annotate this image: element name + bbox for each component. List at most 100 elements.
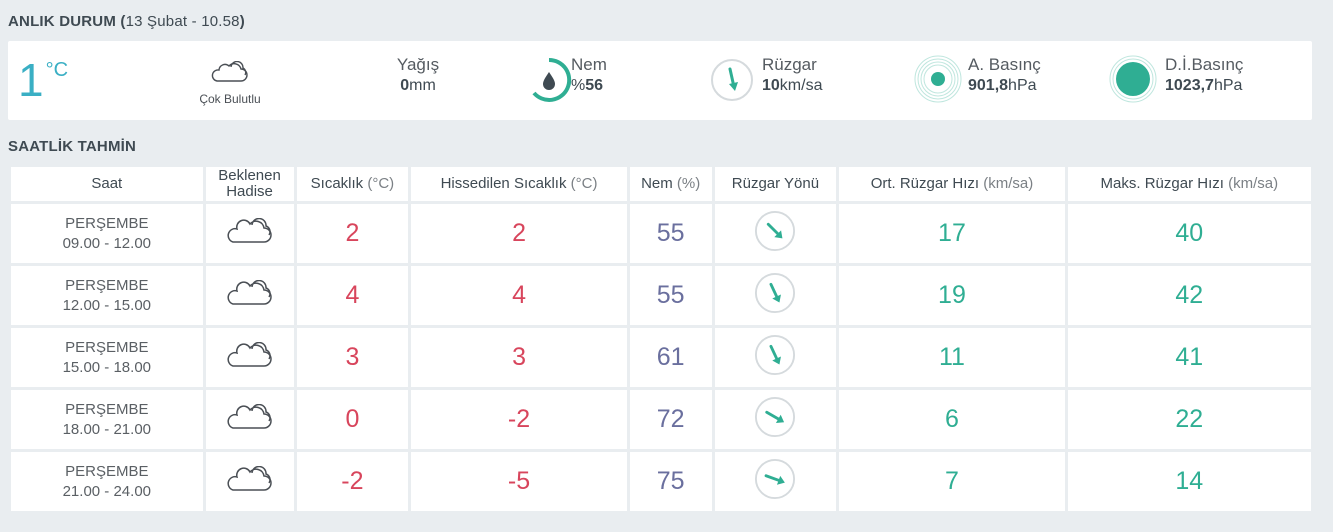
rain-stat: Yağış 0mm [388, 55, 448, 95]
cell-event [205, 390, 294, 449]
cell-event [205, 204, 294, 263]
header-feels: Hissedilen Sıcaklık (°C) [411, 167, 627, 201]
hourly-forecast-table: Saat Beklenen Hadise Sıcaklık (°C) Hisse… [8, 164, 1314, 514]
row-time: 09.00 - 12.00 [62, 234, 151, 252]
pressure-label: A. Basınç [968, 55, 1041, 74]
cell-feels: 4 [411, 266, 627, 325]
cell-time: PERŞEMBE 09.00 - 12.00 [11, 204, 203, 263]
table-row: PERŞEMBE 21.00 - 24.00 -2 -5 75 7 14 [11, 452, 1311, 511]
wind-label: Rüzgar [762, 55, 817, 74]
header-humidity: Nem (%) [629, 167, 712, 201]
row-day: PERŞEMBE [65, 462, 149, 480]
current-conditions-title: ANLIK DURUM (13 Şubat - 10.58) [8, 13, 245, 30]
cell-time: PERŞEMBE 18.00 - 21.00 [11, 390, 203, 449]
row-day: PERŞEMBE [65, 276, 149, 294]
row-time: 12.00 - 15.00 [62, 296, 151, 314]
cell-max-wind: 14 [1067, 452, 1311, 511]
cell-avg-wind: 6 [839, 390, 1065, 449]
rain-value: 0 [400, 77, 410, 94]
cell-avg-wind: 17 [839, 204, 1065, 263]
cell-event [205, 452, 294, 511]
cell-time: PERŞEMBE 15.00 - 18.00 [11, 328, 203, 387]
cell-feels: 2 [411, 204, 627, 263]
pressure-stat: A. Basınç 901,8hPa [968, 55, 1041, 95]
cell-wind-dir [714, 452, 837, 511]
wind-direction-icon [754, 458, 796, 500]
humidity-stat: Nem %56 [571, 55, 607, 94]
pressure-value: 901,8 [968, 77, 1009, 94]
current-condition: Çok Bulutlu [190, 60, 270, 106]
row-time: 21.00 - 24.00 [62, 482, 151, 500]
current-title-text: ANLIK DURUM [8, 13, 117, 30]
cell-wind-dir [714, 204, 837, 263]
wind-direction-icon [754, 272, 796, 314]
hourly-forecast-title: SAATLİK TAHMİN [8, 138, 137, 155]
wind-value: 10 [762, 77, 780, 94]
rain-unit: mm [409, 77, 436, 94]
water-drop-icon [526, 57, 572, 108]
cloud-icon [224, 217, 276, 248]
table-row: PERŞEMBE 09.00 - 12.00 2 2 55 17 40 [11, 204, 1311, 263]
cell-avg-wind: 19 [839, 266, 1065, 325]
temp-unit: °C [45, 59, 69, 81]
cell-max-wind: 42 [1067, 266, 1311, 325]
sea-pressure-icon [1108, 54, 1158, 109]
sea-pressure-unit: hPa [1213, 77, 1243, 94]
cell-humidity: 72 [629, 390, 712, 449]
sea-pressure-value: 1023,7 [1165, 77, 1214, 94]
cell-time: PERŞEMBE 21.00 - 24.00 [11, 452, 203, 511]
cell-humidity: 55 [629, 266, 712, 325]
table-row: PERŞEMBE 18.00 - 21.00 0 -2 72 6 22 [11, 390, 1311, 449]
current-conditions-card: 1 °C Çok Bulutlu Yağış 0mm Nem %56 Rüzga [8, 41, 1312, 120]
cell-temp: -2 [296, 452, 409, 511]
cell-avg-wind: 7 [839, 452, 1065, 511]
sea-pressure-stat: D.İ.Basınç 1023,7hPa [1165, 55, 1243, 95]
rain-label: Yağış [396, 55, 440, 74]
cell-event [205, 328, 294, 387]
row-day: PERŞEMBE [65, 214, 149, 232]
cloud-icon [224, 403, 276, 434]
pressure-icon [913, 54, 963, 109]
cell-feels: 3 [411, 328, 627, 387]
cell-humidity: 75 [629, 452, 712, 511]
cell-humidity: 55 [629, 204, 712, 263]
header-event: Beklenen Hadise [205, 167, 294, 201]
cell-avg-wind: 11 [839, 328, 1065, 387]
header-avg-wind: Ort. Rüzgar Hızı (km/sa) [839, 167, 1065, 201]
wind-direction-icon [710, 58, 754, 107]
cell-event [205, 266, 294, 325]
table-row: PERŞEMBE 12.00 - 15.00 4 4 55 19 42 [11, 266, 1311, 325]
cell-temp: 3 [296, 328, 409, 387]
cloud-icon [224, 465, 276, 496]
humidity-value: 56 [585, 77, 604, 94]
cell-wind-dir [714, 328, 837, 387]
cell-temp: 4 [296, 266, 409, 325]
cell-temp: 0 [296, 390, 409, 449]
row-time: 15.00 - 18.00 [62, 358, 151, 376]
cell-wind-dir [714, 390, 837, 449]
current-temperature: 1 °C [18, 54, 69, 106]
cloud-icon [224, 279, 276, 310]
wind-direction-icon [754, 334, 796, 376]
wind-direction-icon [754, 210, 796, 252]
header-temp: Sıcaklık (°C) [296, 167, 409, 201]
cell-humidity: 61 [629, 328, 712, 387]
cell-max-wind: 41 [1067, 328, 1311, 387]
pressure-unit: hPa [1008, 77, 1037, 94]
current-date: 13 Şubat - 10.58 [125, 13, 240, 30]
cloud-icon [209, 60, 251, 87]
condition-label: Çok Bulutlu [199, 92, 261, 106]
humidity-label: Nem [571, 55, 607, 74]
cloud-icon [224, 341, 276, 372]
row-time: 18.00 - 21.00 [62, 420, 151, 438]
wind-direction-icon [754, 396, 796, 438]
header-time: Saat [11, 167, 203, 201]
cell-max-wind: 40 [1067, 204, 1311, 263]
row-day: PERŞEMBE [65, 400, 149, 418]
table-row: PERŞEMBE 15.00 - 18.00 3 3 61 11 41 [11, 328, 1311, 387]
wind-stat: Rüzgar 10km/sa [762, 55, 822, 95]
cell-time: PERŞEMBE 12.00 - 15.00 [11, 266, 203, 325]
cell-temp: 2 [296, 204, 409, 263]
cell-feels: -2 [411, 390, 627, 449]
header-wind-dir: Rüzgar Yönü [714, 167, 837, 201]
